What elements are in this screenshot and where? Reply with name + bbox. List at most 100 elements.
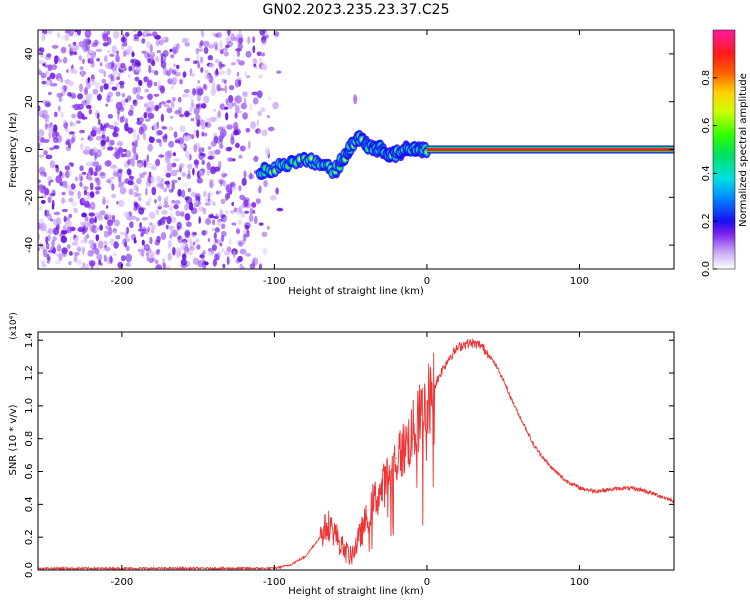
noise-speckle: [188, 202, 194, 211]
noise-speckle: [221, 170, 226, 175]
noise-speckle: [198, 170, 204, 178]
noise-speckle: [84, 87, 88, 96]
noise-speckle: [80, 137, 84, 141]
noise-speckle: [158, 154, 165, 158]
noise-speckle: [220, 128, 227, 138]
noise-speckle: [101, 78, 107, 84]
noise-speckle: [47, 234, 51, 242]
noise-speckle: [170, 169, 178, 177]
noise-speckle: [150, 224, 157, 230]
noise-speckle: [125, 253, 132, 263]
noise-speckle: [222, 47, 229, 51]
noise-speckle: [168, 67, 173, 72]
noise-speckle: [136, 93, 141, 100]
noise-speckle: [226, 124, 233, 130]
noise-speckle: [256, 51, 262, 57]
noise-speckle: [259, 30, 266, 36]
noise-speckle: [93, 171, 98, 177]
noise-speckle: [111, 86, 118, 91]
spectrogram-x-label: Height of straight line (km): [288, 286, 424, 297]
noise-speckle: [75, 176, 78, 182]
noise-speckle: [219, 49, 224, 55]
noise-speckle: [141, 38, 146, 44]
noise-speckle: [96, 149, 102, 158]
noise-speckle: [128, 65, 133, 72]
noise-speckle: [227, 157, 234, 162]
noise-speckle: [183, 89, 190, 94]
noise-speckle: [110, 62, 118, 71]
noise-speckle: [146, 201, 150, 206]
noise-speckle: [224, 193, 229, 201]
noise-speckle: [197, 62, 201, 69]
noise-speckle: [76, 246, 81, 252]
noise-speckle: [105, 103, 108, 107]
noise-speckle: [44, 99, 51, 107]
noise-speckle: [217, 110, 222, 119]
noise-speckle: [198, 147, 203, 153]
noise-speckle: [51, 199, 55, 208]
noise-speckle: [194, 238, 200, 244]
noise-speckle: [243, 97, 247, 105]
colorbar-tick-label: 0.0: [701, 261, 712, 277]
noise-speckle: [148, 171, 152, 177]
noise-speckle: [152, 31, 158, 37]
noise-speckle: [218, 70, 226, 76]
noise-speckle: [165, 155, 171, 164]
noise-speckle: [44, 100, 51, 108]
noise-speckle: [238, 241, 244, 247]
noise-speckle: [211, 149, 216, 157]
noise-speckle: [160, 37, 166, 41]
noise-speckle: [55, 134, 63, 143]
noise-speckle: [68, 213, 73, 219]
noise-speckle: [38, 154, 45, 158]
noise-speckle: [173, 43, 179, 48]
noise-speckle: [61, 197, 65, 204]
noise-speckle: [207, 146, 212, 150]
noise-speckle: [258, 185, 262, 194]
noise-speckle: [170, 115, 174, 119]
noise-speckle: [215, 213, 219, 218]
noise-speckle: [191, 103, 196, 110]
noise-speckle: [53, 218, 60, 226]
noise-speckle: [52, 236, 57, 242]
noise-speckle: [120, 231, 125, 236]
noise-speckle: [156, 50, 162, 54]
noise-speckle: [129, 104, 134, 113]
snr-data-point: [372, 500, 375, 502]
noise-speckle: [169, 48, 173, 53]
noise-speckle: [125, 262, 131, 267]
snr-data-point: [456, 347, 458, 349]
noise-speckle: [226, 246, 232, 253]
snr-data-point: [655, 493, 657, 496]
noise-speckle: [232, 251, 236, 259]
noise-speckle: [162, 50, 169, 57]
noise-speckle: [94, 154, 97, 161]
noise-speckle: [250, 121, 256, 129]
noise-speckle: [168, 205, 174, 212]
noise-speckle: [174, 138, 180, 144]
noise-speckle: [120, 255, 126, 262]
noise-speckle: [198, 206, 205, 212]
noise-speckle: [147, 107, 151, 112]
noise-speckle: [139, 222, 142, 229]
noise-speckle: [122, 34, 125, 43]
noise-speckle: [262, 247, 268, 255]
noise-speckle: [167, 252, 172, 261]
noise-speckle: [197, 87, 204, 96]
noise-speckle: [182, 71, 187, 78]
noise-speckle: [49, 192, 56, 197]
noise-speckle: [221, 214, 227, 223]
noise-speckle: [268, 96, 271, 101]
noise-speckle: [143, 160, 147, 168]
noise-speckle: [46, 258, 51, 264]
noise-speckle: [154, 199, 157, 204]
noise-speckle: [201, 125, 205, 130]
noise-speckle: [87, 77, 91, 82]
noise-speckle: [103, 254, 107, 262]
noise-speckle: [147, 226, 151, 232]
noise-speckle: [73, 103, 80, 111]
noise-speckle: [193, 159, 199, 165]
noise-speckle: [63, 215, 67, 223]
noise-speckle: [261, 39, 267, 47]
noise-speckle: [49, 147, 55, 151]
